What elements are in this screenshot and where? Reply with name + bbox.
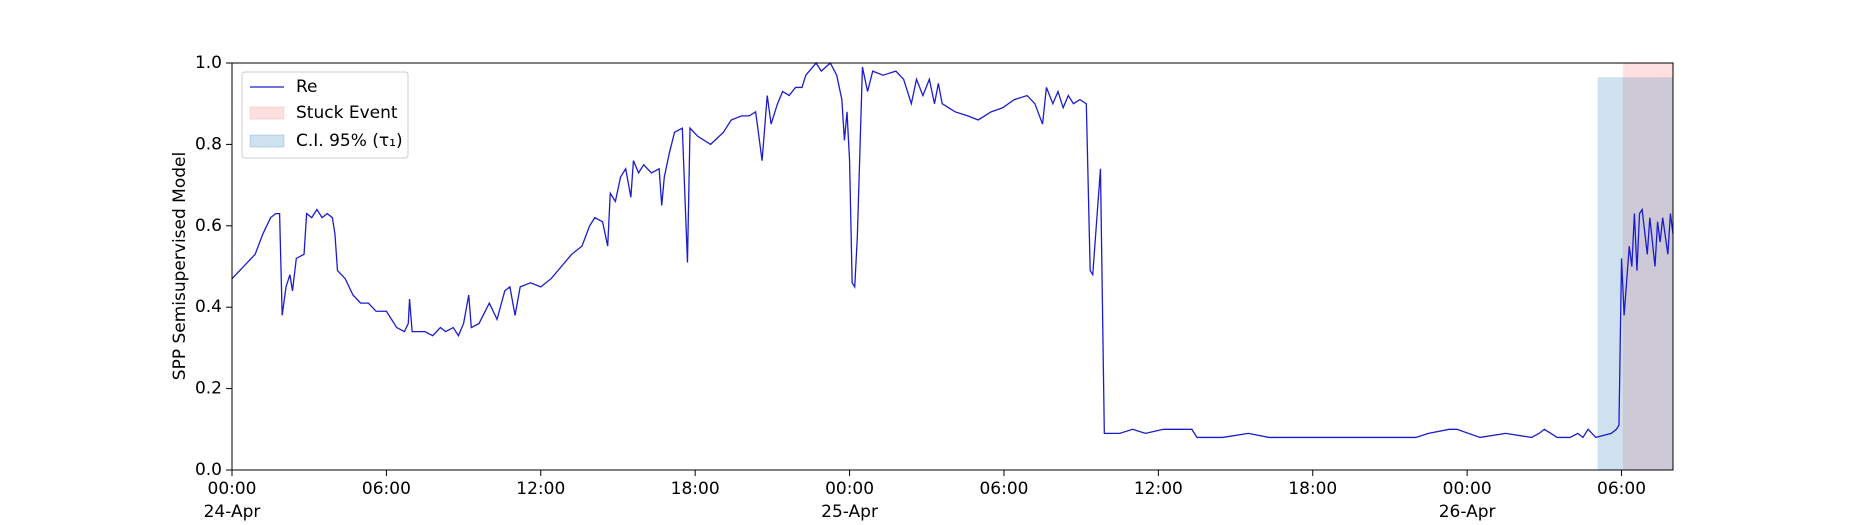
legend-label: C.I. 95% (τ₁) (296, 131, 403, 151)
x-tick-label: 00:00 26-Apr (1438, 479, 1496, 522)
legend-swatch (249, 106, 285, 120)
x-tick-label: 06:00 (361, 479, 411, 499)
x-tick-label: 18:00 (670, 479, 720, 499)
shaded-region (1597, 77, 1673, 471)
x-tick-label: 06:00 (979, 479, 1029, 499)
y-tick-label: 1.0 (195, 53, 222, 73)
y-tick-label: 0.6 (195, 216, 222, 236)
y-tick-label: 0.4 (195, 297, 222, 317)
y-axis-label: SPP Semisupervised Model (170, 152, 190, 380)
legend-box (241, 71, 409, 159)
data-line (231, 61, 1674, 439)
y-tick-label: 0.0 (195, 460, 222, 480)
y-tick-label: 0.2 (195, 379, 222, 399)
axes-frame (231, 62, 1674, 471)
x-tick-label: 00:00 25-Apr (821, 479, 878, 522)
legend: Re Stuck Event C.I. 95% (τ₁) (241, 71, 409, 159)
x-tick-label: 06:00 (1597, 479, 1647, 499)
x-tick-label: 12:00 (516, 479, 566, 499)
y-tick-label: 0.8 (195, 134, 222, 154)
legend-label: Re (296, 77, 318, 97)
legend-swatch (249, 134, 285, 148)
x-tick-label: 18:00 (1288, 479, 1338, 499)
x-tick-label: 00:00 24-Apr 1900 (203, 479, 261, 522)
legend-label: Stuck Event (296, 103, 398, 123)
x-tick-label: 12:00 (1133, 479, 1183, 499)
